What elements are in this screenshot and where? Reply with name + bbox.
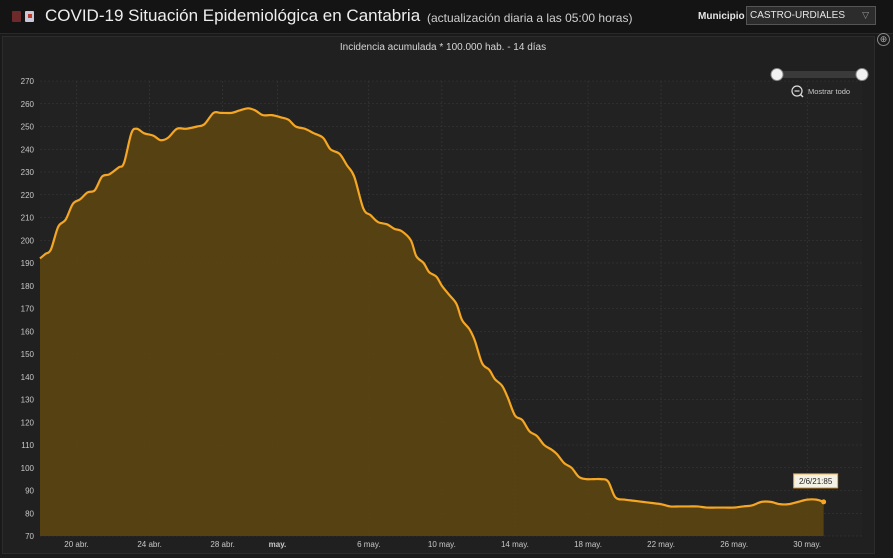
y-tick-label: 240	[21, 145, 35, 154]
x-tick-label: 18 may.	[574, 540, 602, 549]
app-header: COVID-19 Situación Epidemiológica en Can…	[0, 0, 893, 34]
y-tick-label: 100	[21, 464, 35, 473]
y-tick-label: 200	[21, 236, 35, 245]
y-tick-label: 80	[25, 509, 34, 518]
series-line	[39, 107, 824, 509]
y-tick-label: 150	[21, 350, 35, 359]
x-tick-label: 22 may.	[647, 540, 675, 549]
municipio-selected-value: CASTRO-URDIALES	[750, 10, 846, 21]
x-tick-label: may.	[269, 540, 287, 549]
page-subtitle: (actualización diaria a las 05:00 horas)	[427, 11, 633, 25]
y-tick-label: 70	[25, 532, 34, 541]
y-tick-label: 160	[21, 327, 35, 336]
y-tick-label: 180	[21, 282, 35, 291]
chevron-down-icon: ▽	[862, 10, 869, 20]
x-tick-label: 28 abr.	[210, 540, 234, 549]
y-tick-label: 250	[21, 123, 35, 132]
range-scrollbar[interactable]	[770, 68, 869, 81]
tooltip-label: 2/6/21:85	[799, 477, 833, 486]
last-point-marker	[821, 499, 827, 505]
expand-icon[interactable]: ⊕	[877, 33, 890, 46]
cantabria-flag-icon	[12, 11, 21, 22]
x-tick-label: 20 abr.	[64, 540, 88, 549]
y-tick-label: 260	[21, 100, 35, 109]
x-tick-label: 10 may.	[428, 540, 456, 549]
y-tick-label: 230	[21, 168, 35, 177]
municipio-label: Municipio	[698, 11, 745, 22]
page-title: COVID-19 Situación Epidemiológica en Can…	[45, 6, 421, 25]
y-tick-label: 110	[21, 441, 34, 450]
x-tick-label: 30 may.	[793, 540, 821, 549]
y-tick-label: 220	[21, 191, 35, 200]
health-service-icon	[25, 11, 34, 22]
scrollbar-handle-left[interactable]	[770, 68, 784, 81]
y-tick-label: 170	[21, 305, 35, 314]
x-tick-label: 14 may.	[501, 540, 529, 549]
municipio-select[interactable]: CASTRO-URDIALES ▽	[746, 6, 876, 25]
x-tick-label: 24 abr.	[137, 540, 161, 549]
tooltip-box	[793, 473, 839, 489]
x-tick-label: 6 may.	[357, 540, 380, 549]
series-area	[40, 108, 824, 537]
y-tick-label: 140	[21, 373, 35, 382]
y-tick-label: 210	[21, 214, 35, 223]
scrollbar-track	[776, 71, 866, 78]
show-all-link[interactable]: Mostrar todo	[808, 87, 850, 96]
zoom-out-icon	[791, 85, 803, 97]
y-tick-label: 270	[21, 77, 35, 86]
x-tick-label: 26 may.	[720, 540, 748, 549]
zoom-out-button[interactable]: Mostrar todo	[791, 85, 850, 98]
scrollbar-handle-right[interactable]	[855, 68, 869, 81]
plot-area: 70 80 90 100 110 120 130 140 150 160 170 180 190 200 2…	[21, 77, 862, 549]
chart-title: Incidencia acumulada * 100.000 hab. - 14…	[340, 42, 546, 53]
y-tick-label: 130	[21, 396, 35, 405]
y-tick-label: 190	[21, 259, 35, 268]
y-tick-label: 120	[21, 418, 35, 427]
y-tick-label: 90	[25, 487, 34, 496]
